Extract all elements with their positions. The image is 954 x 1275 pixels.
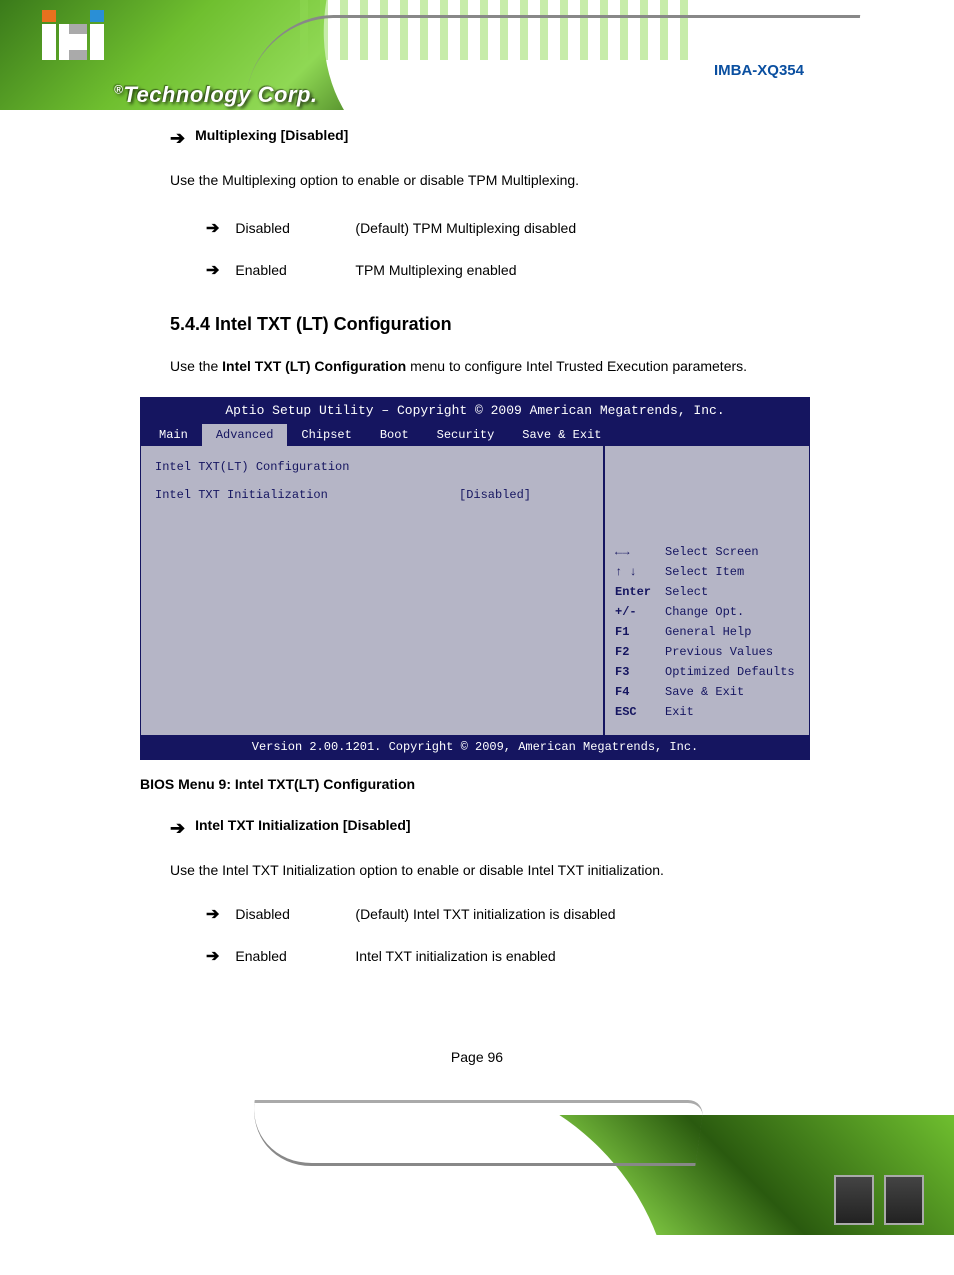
bottom-pcb-banner xyxy=(0,1115,954,1235)
bios-help-text: Select xyxy=(665,583,708,601)
product-name: IMBA-XQ354 xyxy=(714,62,804,79)
bios-tab-saveexit[interactable]: Save & Exit xyxy=(508,424,615,446)
multiplexing-enabled-note: TPM Multiplexing enabled xyxy=(355,260,516,281)
section-desc-bold: Intel TXT (LT) Configuration xyxy=(222,358,406,374)
bios-tab-main[interactable]: Main xyxy=(145,424,202,446)
bios-help-row: ←→Select Screen xyxy=(615,543,799,561)
bios-help-key: +/- xyxy=(615,603,665,621)
chip-icon xyxy=(834,1175,874,1225)
arrow-icon: ➔ xyxy=(170,815,185,842)
bios-tab-security[interactable]: Security xyxy=(423,424,509,446)
bios-screenshot: Aptio Setup Utility – Copyright © 2009 A… xyxy=(140,397,810,760)
bios-help-key: F1 xyxy=(615,623,665,641)
iei-logo: ®Technology Corp. xyxy=(42,24,318,60)
option-txt-init-label: Intel TXT Initialization [Disabled] xyxy=(195,815,410,836)
bios-help-row: ↑ ↓Select Item xyxy=(615,563,799,581)
bios-help-key: Enter xyxy=(615,583,665,601)
bios-row-val: [Disabled] xyxy=(459,486,589,504)
bios-help-key: F3 xyxy=(615,663,665,681)
bios-help-text: General Help xyxy=(665,623,751,641)
logo-letter-e xyxy=(59,24,87,60)
section-desc-post: menu to configure Intel Trusted Executio… xyxy=(406,358,747,374)
bios-tab-boot[interactable]: Boot xyxy=(366,424,423,446)
multiplexing-disabled-row: ➔ Disabled (Default) TPM Multiplexing di… xyxy=(206,217,814,241)
bios-help-key: ←→ xyxy=(615,543,665,561)
section-desc: Use the Intel TXT (LT) Configuration men… xyxy=(170,356,814,377)
bios-tab-bar: Main Advanced Chipset Boot Security Save… xyxy=(141,424,809,446)
bios-help-pane: ←→Select Screen ↑ ↓Select Item EnterSele… xyxy=(603,446,809,735)
txt-init-enabled-row: ➔ Enabled Intel TXT initialization is en… xyxy=(206,945,814,969)
logo-company-text: ®Technology Corp. xyxy=(114,82,318,108)
txt-init-disabled-note: (Default) Intel TXT initialization is di… xyxy=(355,904,615,925)
option-multiplexing: ➔ Multiplexing [Disabled] xyxy=(170,125,814,152)
txt-init-disabled-name: Disabled xyxy=(235,904,355,925)
section-desc-pre: Use the xyxy=(170,358,222,374)
arrow-icon: ➔ xyxy=(206,217,219,241)
multiplexing-enabled-name: Enabled xyxy=(235,260,355,281)
bios-left-pane: Intel TXT(LT) Configuration Intel TXT In… xyxy=(141,446,603,735)
bios-help-row: F4Save & Exit xyxy=(615,683,799,701)
option-txt-init-desc: Use the Intel TXT Initialization option … xyxy=(170,860,814,881)
bios-help-text: Save & Exit xyxy=(665,683,744,701)
bios-tab-chipset[interactable]: Chipset xyxy=(287,424,365,446)
bios-help-text: Select Item xyxy=(665,563,744,581)
bios-caption: BIOS Menu 9: Intel TXT(LT) Configuration xyxy=(140,774,814,795)
bios-help-row: F3Optimized Defaults xyxy=(615,663,799,681)
multiplexing-disabled-note: (Default) TPM Multiplexing disabled xyxy=(355,218,576,239)
bios-tab-advanced[interactable]: Advanced xyxy=(202,424,288,446)
txt-init-enabled-note: Intel TXT initialization is enabled xyxy=(355,946,555,967)
logo-letter-i1 xyxy=(42,24,56,60)
top-pcb-banner: ®Technology Corp. IMBA-XQ354 xyxy=(0,0,954,110)
logo-letter-i2 xyxy=(90,24,104,60)
pcb-traces-decor xyxy=(300,0,700,60)
bios-help-text: Exit xyxy=(665,703,694,721)
bios-help-key: F2 xyxy=(615,643,665,661)
arrow-icon: ➔ xyxy=(206,903,219,927)
arrow-icon: ➔ xyxy=(206,945,219,969)
multiplexing-disabled-name: Disabled xyxy=(235,218,355,239)
arrow-icon: ➔ xyxy=(170,125,185,152)
pcb-chips-decor xyxy=(834,1175,924,1225)
txt-init-disabled-row: ➔ Disabled (Default) Intel TXT initializ… xyxy=(206,903,814,927)
bios-help-key: ↑ ↓ xyxy=(615,563,665,581)
page-content: ➔ Multiplexing [Disabled] Use the Multip… xyxy=(170,125,814,997)
bios-row-key: Intel TXT Initialization xyxy=(155,486,459,504)
bios-help-text: Change Opt. xyxy=(665,603,744,621)
chip-icon xyxy=(884,1175,924,1225)
bios-help-text: Optimized Defaults xyxy=(665,663,795,681)
bios-help-row: EnterSelect xyxy=(615,583,799,601)
page-number: Page 96 xyxy=(0,1049,954,1065)
txt-init-enabled-name: Enabled xyxy=(235,946,355,967)
bios-help-text: Select Screen xyxy=(665,543,759,561)
bios-title-bar: Aptio Setup Utility – Copyright © 2009 A… xyxy=(141,398,809,424)
option-txt-init: ➔ Intel TXT Initialization [Disabled] xyxy=(170,815,814,842)
bios-help-key: ESC xyxy=(615,703,665,721)
bios-help-text: Previous Values xyxy=(665,643,773,661)
bios-help-key: F4 xyxy=(615,683,665,701)
multiplexing-enabled-row: ➔ Enabled TPM Multiplexing enabled xyxy=(206,259,814,283)
bios-bottom-bar: Version 2.00.1201. Copyright © 2009, Ame… xyxy=(141,735,809,759)
option-multiplexing-desc: Use the Multiplexing option to enable or… xyxy=(170,170,814,191)
bios-left-header: Intel TXT(LT) Configuration xyxy=(155,458,589,476)
arrow-icon: ➔ xyxy=(206,259,219,283)
bios-help-row: F2Previous Values xyxy=(615,643,799,661)
bios-body: Intel TXT(LT) Configuration Intel TXT In… xyxy=(141,446,809,735)
bios-help-row: F1General Help xyxy=(615,623,799,641)
bios-help-row: ESCExit xyxy=(615,703,799,721)
section-title: 5.4.4 Intel TXT (LT) Configuration xyxy=(170,311,814,338)
multiplexing-sub-options: ➔ Disabled (Default) TPM Multiplexing di… xyxy=(206,217,814,283)
txt-init-sub-options: ➔ Disabled (Default) Intel TXT initializ… xyxy=(206,903,814,969)
option-multiplexing-label: Multiplexing [Disabled] xyxy=(195,125,348,146)
logo-blocks xyxy=(42,24,104,60)
bios-row-txt-init[interactable]: Intel TXT Initialization [Disabled] xyxy=(155,486,589,504)
bios-help-row: +/-Change Opt. xyxy=(615,603,799,621)
